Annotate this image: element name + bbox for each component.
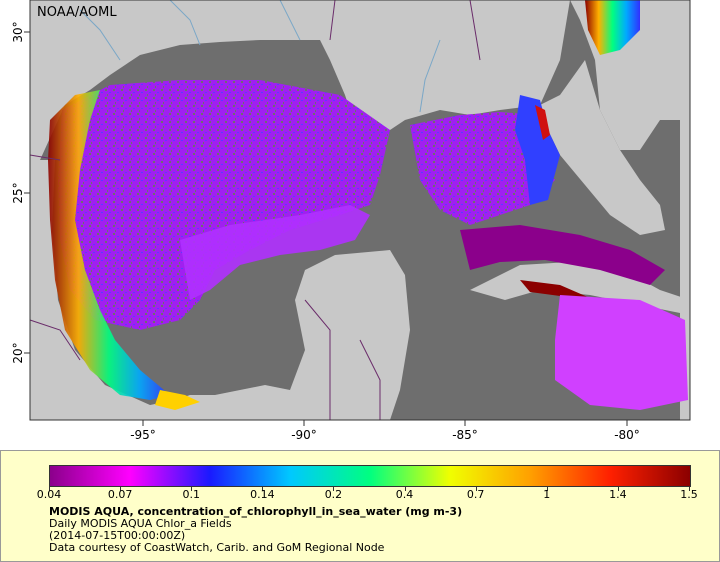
land-us-gulf-coast — [30, 0, 690, 160]
colorbar-label: 1.5 — [680, 488, 698, 501]
legend-line-1: Daily MODIS AQUA Chlor_a Fields — [49, 517, 232, 530]
land-mexico — [30, 160, 410, 420]
chl-swath-cuba-north — [520, 280, 590, 298]
chl-swath-coastal-band — [48, 90, 170, 400]
lat-tick-label: 25° — [11, 182, 25, 203]
colorbar-label: 0.07 — [107, 488, 133, 501]
plot-frame — [29, 0, 691, 421]
legend-line-3: Data courtesy of CoastWatch, Carib. and … — [49, 541, 385, 554]
colorbar-label: 0.1 — [182, 488, 200, 501]
credit-label: NOAA/AOML — [37, 5, 117, 20]
chlorophyll-map: -95° -90° -85° -80° 30° 25° 20° — [11, 0, 691, 442]
colorbar-label: 1.4 — [609, 488, 627, 501]
chl-swath-florida-shelf — [515, 95, 560, 205]
land-east-edge — [680, 0, 690, 420]
colorbar-tick — [546, 486, 548, 491]
legend-title: MODIS AQUA, concentration_of_chlorophyll… — [49, 505, 463, 518]
chl-swath-caribbean — [555, 295, 688, 410]
political-borders — [29, 0, 481, 420]
rivers — [79, 0, 441, 113]
chl-swath-campeche-coast — [155, 390, 200, 410]
lon-tick-label: -80° — [614, 428, 640, 442]
lon-tick-marks — [142, 420, 628, 426]
lat-tick-marks — [24, 31, 30, 354]
chl-swath-west-gulf — [58, 80, 390, 330]
colorbar-label: 0.04 — [36, 488, 62, 501]
land-florida — [540, 60, 665, 235]
legend-line-2: (2014-07-15T00:00:00Z) — [49, 529, 186, 542]
colorbar-label: 0.2 — [324, 488, 343, 501]
lat-tick-label: 20° — [11, 342, 25, 363]
colorbar-label: 0.7 — [466, 488, 485, 501]
colorbar — [49, 465, 691, 487]
colorbar-tick — [262, 486, 264, 491]
colorbar-tick — [617, 486, 619, 491]
colorbar-label: 1 — [543, 488, 551, 501]
chl-swath-florida-coast — [535, 105, 550, 140]
colorbar-tick — [689, 486, 690, 491]
lon-tick-label: -95° — [130, 428, 156, 442]
lon-tick-label: -90° — [291, 428, 317, 442]
colorbar-tick — [191, 486, 193, 491]
legend-text: MODIS AQUA, concentration_of_chlorophyll… — [49, 506, 462, 554]
colorbar-tick — [404, 486, 406, 491]
colorbar-tick — [475, 486, 477, 491]
colorbar-label: 0.14 — [250, 488, 275, 501]
legend-panel: 0.04 0.07 0.1 0.14 0.2 0.4 0.7 1 1.4 1.5 MODIS AQ… — [0, 450, 720, 562]
chl-swath-central — [180, 205, 370, 300]
chl-swath-atlantic-ne — [585, 0, 640, 55]
lon-tick-label: -85° — [452, 428, 478, 442]
lat-tick-label: 30° — [11, 21, 25, 42]
map-frame: -95° -90° -85° -80° 30° 25° 20° NOAA/AOM… — [11, 0, 691, 442]
colorbar-tick — [49, 486, 50, 491]
colorbar-tick — [120, 486, 122, 491]
chl-swath-yucatan-channel — [460, 225, 665, 285]
colorbar-label: 0.4 — [395, 488, 414, 501]
colorbar-tick — [333, 486, 335, 491]
